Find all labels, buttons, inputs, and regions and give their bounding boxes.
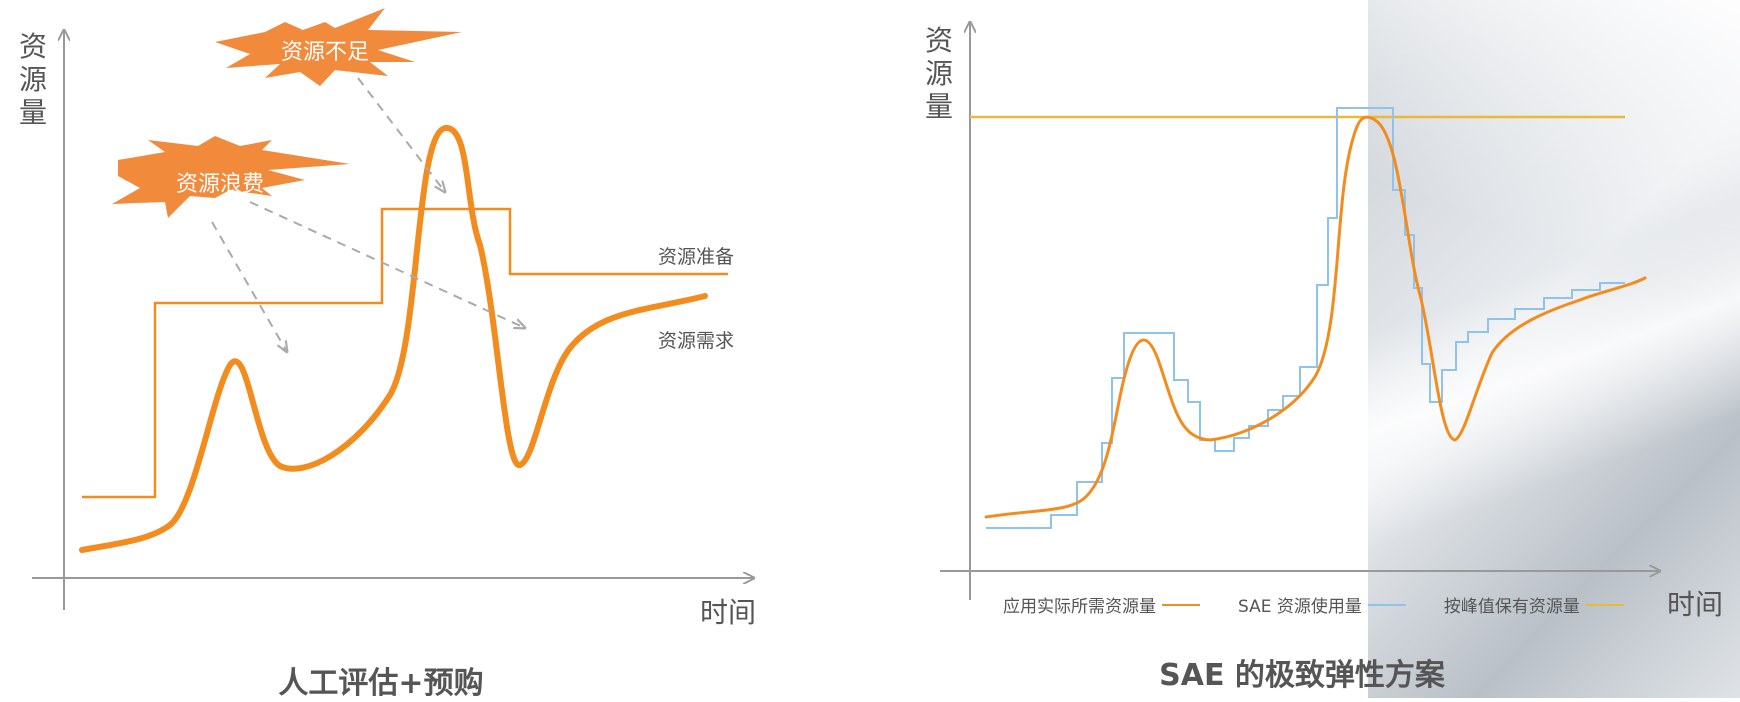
legend-item-actual: 应用实际所需资源量	[1003, 592, 1200, 617]
legend-swatch-sae-usage	[1367, 603, 1406, 606]
callout-shortage-text: 资源不足	[281, 40, 370, 65]
legend-swatch-peak-reserved	[1585, 603, 1624, 606]
legend: 应用实际所需资源量 SAE 资源使用量 按峰值保有资源量	[1003, 592, 1662, 617]
legend-swatch-actual	[1162, 603, 1200, 606]
legend-item-peak-reserved: 按峰值保有资源量	[1444, 592, 1624, 617]
legend-label-peak-reserved: 按峰值保有资源量	[1443, 597, 1580, 617]
left-supply-line	[82, 207, 728, 499]
callout-burst-waste	[112, 136, 350, 218]
left-demand-curve	[79, 125, 708, 553]
callout-burst-shortage	[215, 8, 462, 86]
arrow-waste-to-surplus	[249, 201, 525, 328]
right-y-axis-label: 资源量	[924, 24, 953, 123]
left-y-axis-label: 资源量	[18, 30, 47, 129]
arrow-waste-to-first-bump	[211, 221, 287, 352]
right-x-axis-label: 时间	[1667, 588, 1724, 621]
arrow-shortage-to-peak	[357, 77, 445, 192]
actual-demand-curve	[984, 115, 1647, 519]
left-caption: 人工评估+预购	[278, 666, 484, 701]
legend-label-sae-usage: SAE 资源使用量	[1238, 597, 1362, 617]
right-caption: SAE 的极致弹性方案	[1159, 658, 1445, 693]
legend-label-actual: 应用实际所需资源量	[1003, 597, 1156, 617]
demand-label: 资源需求	[658, 330, 735, 352]
callout-waste-text: 资源浪费	[176, 172, 265, 197]
legend-item-sae-usage: SAE 资源使用量	[1238, 592, 1406, 617]
left-x-axis-label: 时间	[700, 596, 757, 629]
sae-usage-staircase	[986, 107, 1625, 529]
supply-label: 资源准备	[658, 246, 735, 268]
